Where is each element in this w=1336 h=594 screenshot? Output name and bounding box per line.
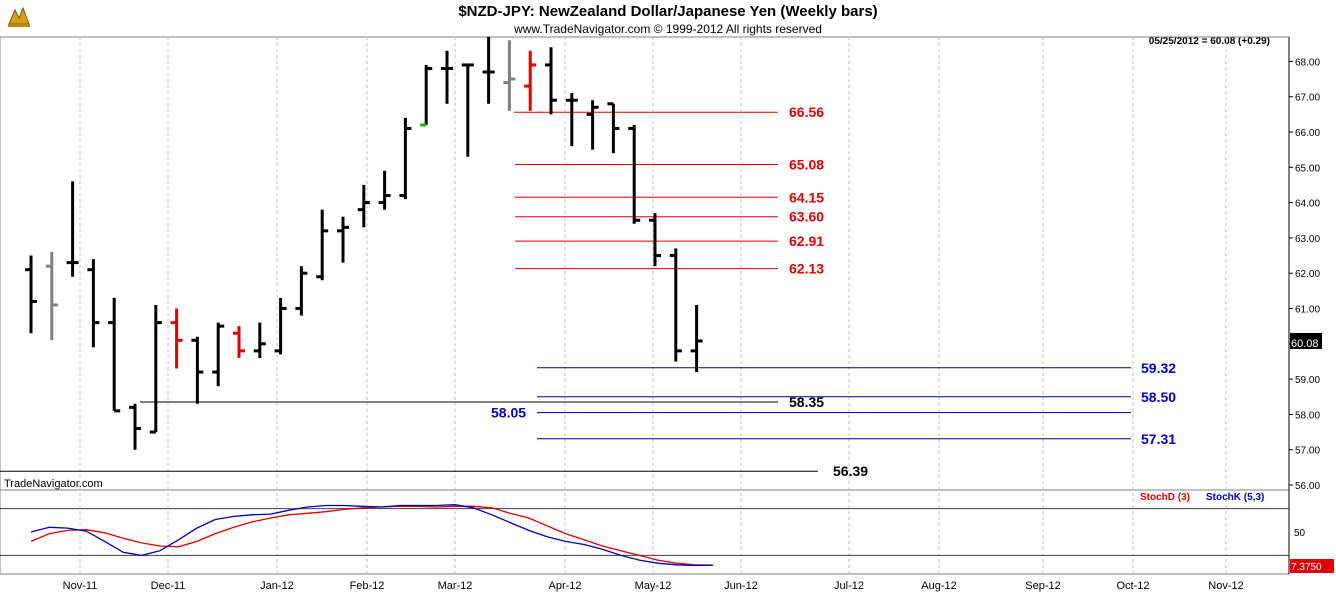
- ohlc-bar: [649, 213, 661, 267]
- ohlc-bar: [191, 336, 204, 404]
- x-label-mar-12: Mar-12: [438, 580, 473, 592]
- stoch-line-d: [30, 505, 714, 566]
- ohlc-bar: [66, 181, 79, 277]
- ohlc-bar: [690, 304, 703, 373]
- y-tick-label: 57.00: [1295, 446, 1320, 457]
- y-tick-label: 66.00: [1295, 128, 1320, 139]
- ohlc-bar: [545, 47, 557, 115]
- ohlc-bar: [669, 248, 682, 362]
- target-label-58.05: 58.05: [491, 405, 526, 421]
- retracement-label-65.08: 65.08: [789, 156, 824, 172]
- y-tick-label: 56.00: [1295, 481, 1320, 492]
- y-tick-label: 61.00: [1295, 305, 1320, 316]
- ohlc-bar: [420, 64, 433, 127]
- target-label-58.50: 58.50: [1141, 389, 1176, 405]
- chart-title: $NZD-JPY: NewZealand Dollar/Japanese Yen…: [458, 3, 878, 20]
- ohlc-bar: [586, 100, 599, 150]
- ohlc-bar: [295, 266, 308, 316]
- stochastic-lines: [30, 504, 714, 567]
- retracement-label-63.60: 63.60: [789, 209, 824, 225]
- ohlc-bar: [87, 259, 100, 348]
- ohlc-bar: [441, 50, 453, 104]
- y-tick-label: 64.00: [1295, 199, 1320, 210]
- ohlc-bar: [149, 304, 162, 434]
- x-label-oct-12: Oct-12: [1116, 580, 1149, 592]
- retracement-label-64.15: 64.15: [789, 189, 824, 205]
- ohlc-bar: [461, 63, 474, 157]
- retracement-label-62.13: 62.13: [789, 261, 824, 277]
- ohlc-bars: [25, 36, 703, 450]
- ohlc-bar: [607, 102, 620, 154]
- current-price-label: 60.08: [1291, 338, 1319, 350]
- stoch-k-legend: StochK (5,3): [1206, 492, 1264, 503]
- watermark-text: TradeNavigator.com: [4, 478, 103, 490]
- ohlc-bar: [357, 184, 370, 228]
- ohlc-bar: [170, 308, 183, 369]
- ohlc-bar: [503, 40, 516, 111]
- level-lines: 66.56 65.08 64.15 63.60 62.91 62.13 59.32 58.50…: [0, 104, 1176, 479]
- y-tick-label: 62.00: [1295, 269, 1320, 280]
- ohlc-bar: [233, 326, 245, 358]
- ohlc-bar: [25, 255, 37, 334]
- support-label-56.39: 56.39: [833, 463, 868, 479]
- target-label-59.32: 59.32: [1141, 360, 1176, 376]
- ohlc-bar: [45, 252, 58, 341]
- ohlc-bar: [565, 93, 578, 147]
- ohlc-bar: [316, 209, 329, 281]
- y-axis-ticks: 56.0057.0058.0059.0060.0061.0062.0063.00…: [1289, 57, 1320, 492]
- ohlc-bar: [129, 403, 141, 450]
- ohlc-bar: [253, 322, 266, 358]
- x-label-nov-12: Nov-12: [1208, 580, 1243, 592]
- x-label-jul-12: Jul-12: [834, 580, 864, 592]
- y-tick-label: 65.00: [1295, 163, 1320, 174]
- ohlc-bar: [628, 124, 641, 224]
- copyright-text: www.TradeNavigator.com © 1999-2012 All r…: [514, 22, 822, 36]
- target-label-57.31: 57.31: [1141, 431, 1176, 447]
- support-label-58.35: 58.35: [789, 394, 824, 410]
- retracement-label-62.91: 62.91: [789, 233, 824, 249]
- vertical-gridlines: [79, 37, 1227, 574]
- x-label-nov-11: Nov-11: [63, 580, 98, 592]
- ohlc-bar: [337, 216, 349, 263]
- x-label-sep-12: Sep-12: [1025, 580, 1060, 592]
- y-tick-label: 63.00: [1295, 234, 1320, 245]
- stoch-d-legend: StochD (3): [1140, 492, 1190, 503]
- ohlc-bar: [274, 297, 287, 355]
- current-price-box: [1290, 332, 1322, 349]
- trade-navigator-logo-icon: [6, 4, 32, 30]
- retracement-label-66.56: 66.56: [789, 104, 824, 120]
- x-label-feb-12: Feb-12: [350, 580, 385, 592]
- x-label-dec-11: Dec-11: [151, 580, 186, 592]
- y-tick-label: 58.00: [1295, 410, 1320, 421]
- stoch-value-box: [1290, 559, 1334, 573]
- x-label-jan-12: Jan-12: [260, 580, 294, 592]
- stoch-50-tick: 50: [1294, 528, 1306, 539]
- y-tick-label: 67.00: [1295, 93, 1320, 104]
- ohlc-bar: [399, 117, 412, 200]
- ohlc-bar: [108, 297, 121, 413]
- ohlc-bar: [482, 36, 495, 104]
- price-panel: [0, 36, 1290, 491]
- x-label-may-12: May-12: [635, 580, 672, 592]
- y-tick-label: 59.00: [1295, 375, 1320, 386]
- last-quote-text: 05/25/2012 = 60.08 (+0.29): [1148, 36, 1270, 47]
- ohlc-bar: [524, 50, 537, 111]
- x-label-apr-12: Apr-12: [548, 580, 581, 592]
- y-tick-label: 68.00: [1295, 57, 1320, 68]
- stoch-value-label: 7.3750: [1291, 562, 1322, 573]
- ohlc-bar: [212, 322, 225, 387]
- x-label-jun-12: Jun-12: [724, 580, 758, 592]
- ohlc-bar: [378, 170, 391, 210]
- x-axis-labels: Nov-11 Dec-11 Jan-12 Feb-12 Mar-12 Apr-12 May-…: [63, 580, 1244, 592]
- stoch-line-k: [30, 504, 714, 567]
- x-label-aug-12: Aug-12: [921, 580, 956, 592]
